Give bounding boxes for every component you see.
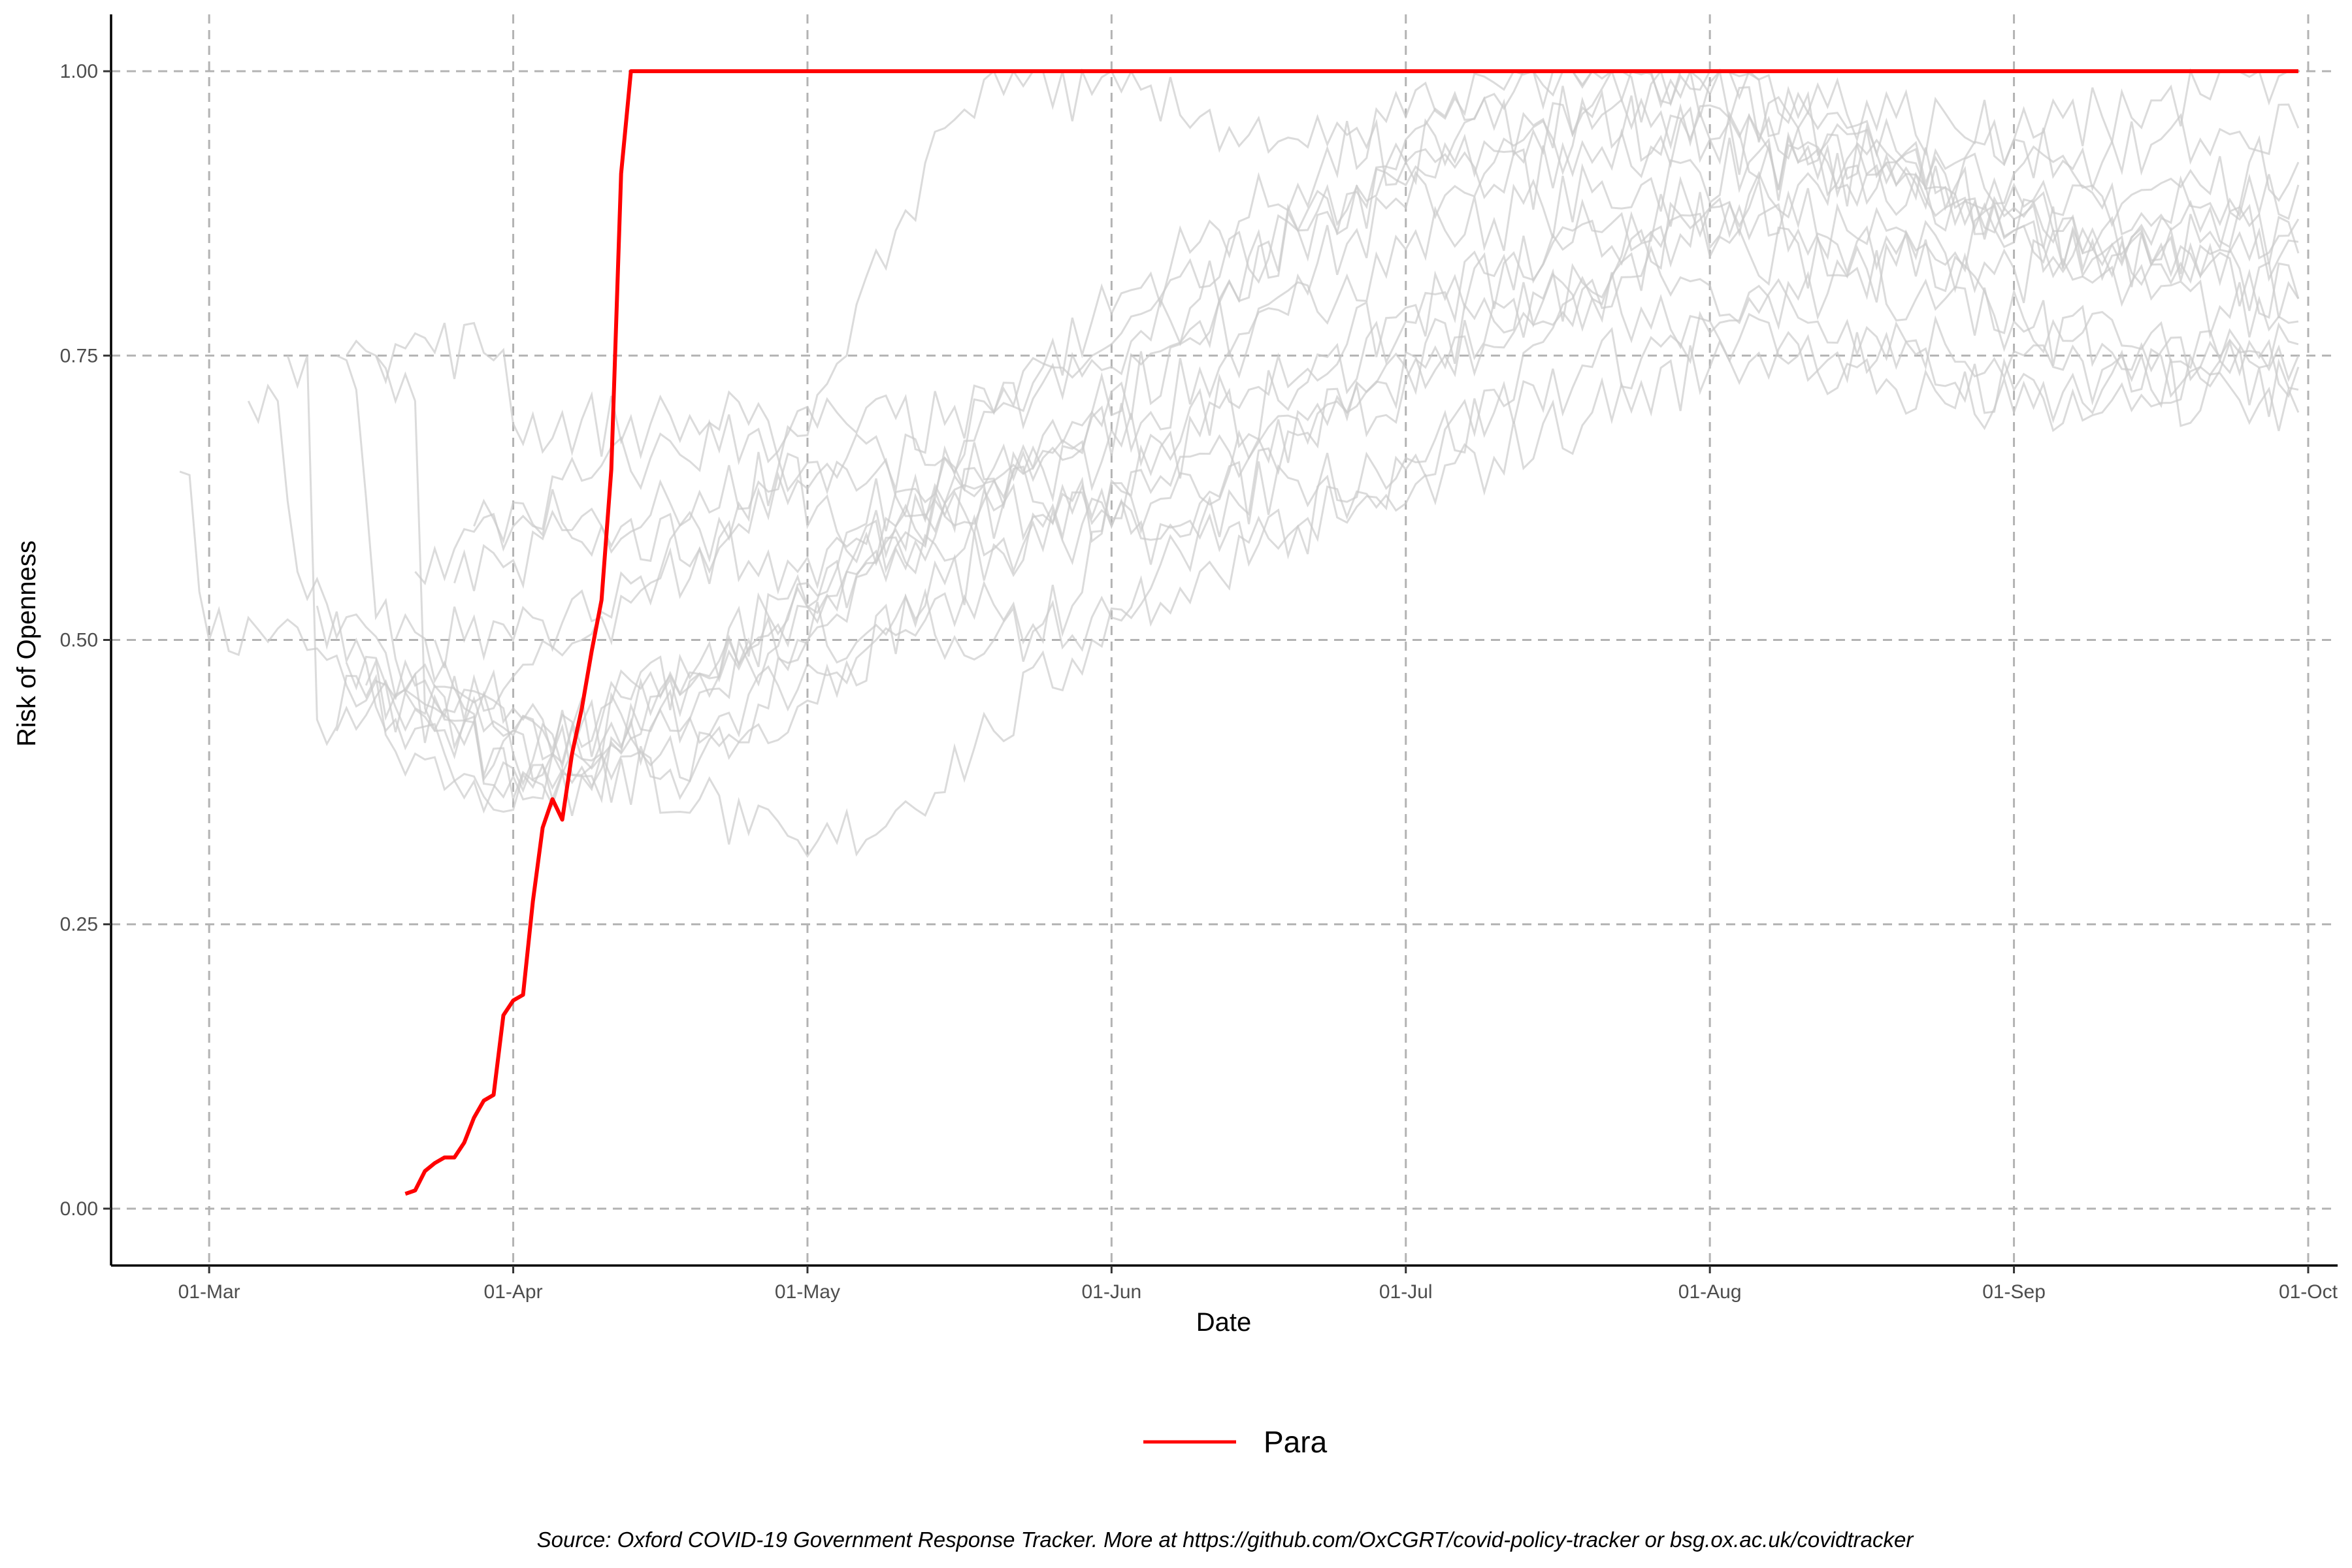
background-series-line-12 (473, 70, 2300, 595)
background-series-line-2 (286, 245, 2300, 813)
x-tick-label-2: 01-May (775, 1281, 840, 1303)
legend: Para (1143, 1425, 1328, 1459)
y-tick-label-1: 0.25 (60, 914, 98, 936)
highlight-series-group (404, 69, 2298, 1196)
background-series-line-9 (414, 69, 2300, 585)
background-series-line-4 (346, 96, 2300, 787)
background-series-line-14 (365, 197, 2299, 753)
background-series-line-8 (395, 272, 2300, 858)
source-caption: Source: Oxford COVID-19 Government Respo… (537, 1527, 1915, 1552)
background-series-line-6 (316, 67, 2298, 817)
y-tick-label-2: 0.50 (60, 630, 98, 651)
y-tick-label-4: 1.00 (60, 61, 98, 82)
tick-labels: 0.00 0.25 0.50 0.75 1.00 01-Mar 01-Apr 01-May 01… (60, 61, 2338, 1303)
x-tick-label-3: 01-Jun (1081, 1281, 1141, 1303)
background-series-line-1 (247, 89, 2300, 801)
x-tick-label-1: 01-Apr (484, 1281, 543, 1303)
x-tick-label-7: 01-Oct (2279, 1281, 2338, 1303)
background-series-line-13 (345, 67, 2300, 721)
x-tick-label-6: 01-Sep (1982, 1281, 2046, 1303)
x-axis-title: Date (1196, 1308, 1252, 1337)
y-axis-title: Risk of Openness (12, 540, 41, 747)
legend-label-para: Para (1264, 1425, 1328, 1459)
x-tick-label-5: 01-Aug (1678, 1281, 1742, 1303)
x-tick-label-4: 01-Jul (1379, 1281, 1433, 1303)
x-tick-label-0: 01-Mar (178, 1281, 240, 1303)
background-series-line-3 (336, 139, 2300, 808)
background-series-line-10 (433, 331, 2300, 668)
y-tick-label-3: 0.75 (60, 345, 98, 367)
y-tick-label-0: 0.00 (60, 1198, 98, 1220)
background-series-group (179, 67, 2300, 858)
series-line-para (404, 69, 2298, 1196)
